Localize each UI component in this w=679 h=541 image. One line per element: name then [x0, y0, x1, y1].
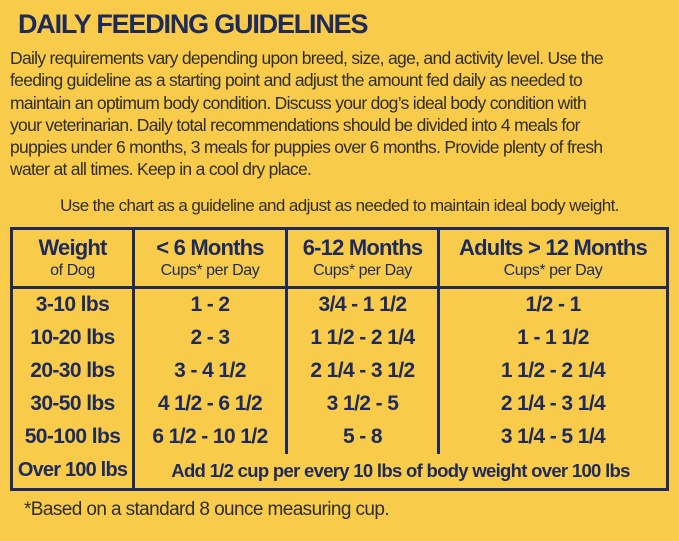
header-6-12-months-title: 6-12 Months	[302, 234, 423, 260]
header-weight-title: Weight	[38, 234, 107, 260]
cell-6to12: 3/4 - 1 1/2	[288, 288, 440, 322]
feeding-table-body: 3-10 lbs 1 - 2 3/4 - 1 1/2 1/2 - 1 10-20…	[13, 288, 666, 454]
cell-adult: 1 - 1 1/2	[517, 326, 589, 350]
cell-adult: 3 1/4 - 5 1/4	[500, 425, 606, 449]
intro-line: Daily requirements vary depending upon b…	[10, 48, 604, 68]
cell-adult: 1/2 - 1	[525, 293, 581, 317]
feeding-table: Weight of Dog < 6 Months Cups* per Day 6…	[10, 226, 669, 491]
intro-line: your veterinarian. Daily total recommend…	[10, 114, 580, 135]
cell-adult: 2 1/4 - 3 1/4	[500, 392, 606, 416]
header-6-12-months: 6-12 Months Cups* per Day	[288, 229, 440, 286]
over-100-lbs-instruction: Add 1/2 cup per every 10 lbs of body wei…	[171, 459, 630, 481]
measuring-cup-footnote: *Based on a standard 8 ounce measuring c…	[24, 498, 390, 520]
chart-usage-note: Use the chart as a guideline and adjust …	[60, 195, 619, 215]
intro-line: puppies under 6 months, 3 meals for pupp…	[10, 137, 603, 158]
intro-paragraph: Daily requirements vary depending upon b…	[10, 47, 669, 181]
feeding-guidelines-panel: DAILY FEEDING GUIDELINES Daily requireme…	[10, 9, 669, 520]
header-under-6-months-title: < 6 Months	[156, 234, 264, 260]
intro-line: water at all times. Keep in a cool dry p…	[10, 159, 312, 180]
header-under-6-months: < 6 Months Cups* per Day	[135, 229, 288, 286]
page-title: DAILY FEEDING GUIDELINES	[18, 9, 368, 39]
feeding-table-header: Weight of Dog < 6 Months Cups* per Day 6…	[13, 229, 666, 289]
header-weight-subtitle: of Dog	[50, 261, 95, 279]
feeding-table-footer-row: Over 100 lbs Add 1/2 cup per every 10 lb…	[13, 453, 666, 488]
cell-6to12: 2 1/4 - 3 1/2	[288, 354, 440, 388]
intro-line: feeding guideline as a starting point an…	[10, 70, 583, 91]
header-adults-subtitle: Cups* per Day	[503, 261, 603, 279]
cell-weight: 20-30 lbs	[13, 354, 135, 388]
cell-6to12: 5 - 8	[288, 420, 440, 454]
cell-adult: 1 1/2 - 2 1/4	[500, 359, 606, 383]
cell-under6: 6 1/2 - 10 1/2	[135, 420, 288, 454]
header-weight: Weight of Dog	[13, 229, 135, 286]
header-adults: Adults > 12 Months Cups* per Day	[440, 230, 666, 286]
cell-under6: 3 - 4 1/2	[135, 354, 288, 388]
cell-under6: 2 - 3	[135, 321, 288, 355]
cell-weight: 3-10 lbs	[13, 288, 135, 322]
header-6-12-months-subtitle: Cups* per Day	[313, 261, 412, 279]
cell-6to12: 1 1/2 - 2 1/4	[288, 321, 440, 355]
intro-line: maintain an optimum body condition. Disc…	[10, 92, 587, 113]
cell-over-100-lbs: Over 100 lbs	[13, 453, 135, 488]
cell-weight: 30-50 lbs	[13, 387, 135, 421]
header-adults-title: Adults > 12 Months	[459, 234, 648, 260]
cell-weight: 10-20 lbs	[13, 321, 135, 355]
cell-weight: 50-100 lbs	[13, 420, 135, 454]
cell-under6: 1 - 2	[135, 288, 288, 322]
cell-6to12: 3 1/2 - 5	[288, 387, 440, 421]
cell-under6: 4 1/2 - 6 1/2	[135, 387, 288, 421]
header-under-6-months-subtitle: Cups* per Day	[160, 261, 260, 279]
